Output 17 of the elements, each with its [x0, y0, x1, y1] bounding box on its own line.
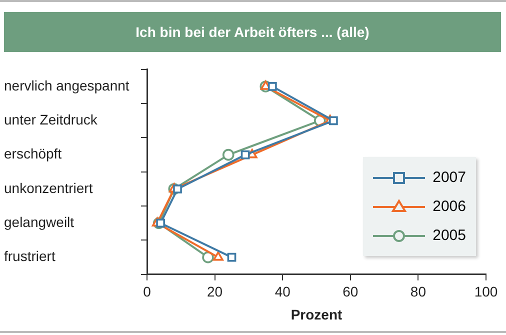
x-tick-label: 60 [342, 284, 358, 300]
x-tick-label: 100 [474, 284, 498, 300]
legend-label: 2007 [432, 169, 466, 186]
y-tick-label: gelangweilt [4, 214, 74, 230]
y-tick-label: erschöpft [4, 146, 62, 162]
y-tick-label: frustriert [4, 248, 56, 264]
y-tick-label: nervlich angespannt [4, 77, 130, 94]
x-tick-label: 40 [274, 284, 291, 300]
x-axis-title: Prozent [290, 306, 343, 322]
y-tick-label: unter Zeitdruck [4, 112, 98, 128]
legend-label: 2005 [432, 227, 466, 244]
x-tick-label: 0 [143, 284, 152, 300]
x-tick-label: 20 [207, 284, 223, 300]
legend-label: 2006 [432, 198, 466, 216]
x-tick-label: 80 [410, 284, 426, 300]
y-tick-label: unkonzentriert [4, 180, 93, 196]
chart-title: Ich bin bei der Arbeit öfters ... (alle) [4, 12, 501, 52]
